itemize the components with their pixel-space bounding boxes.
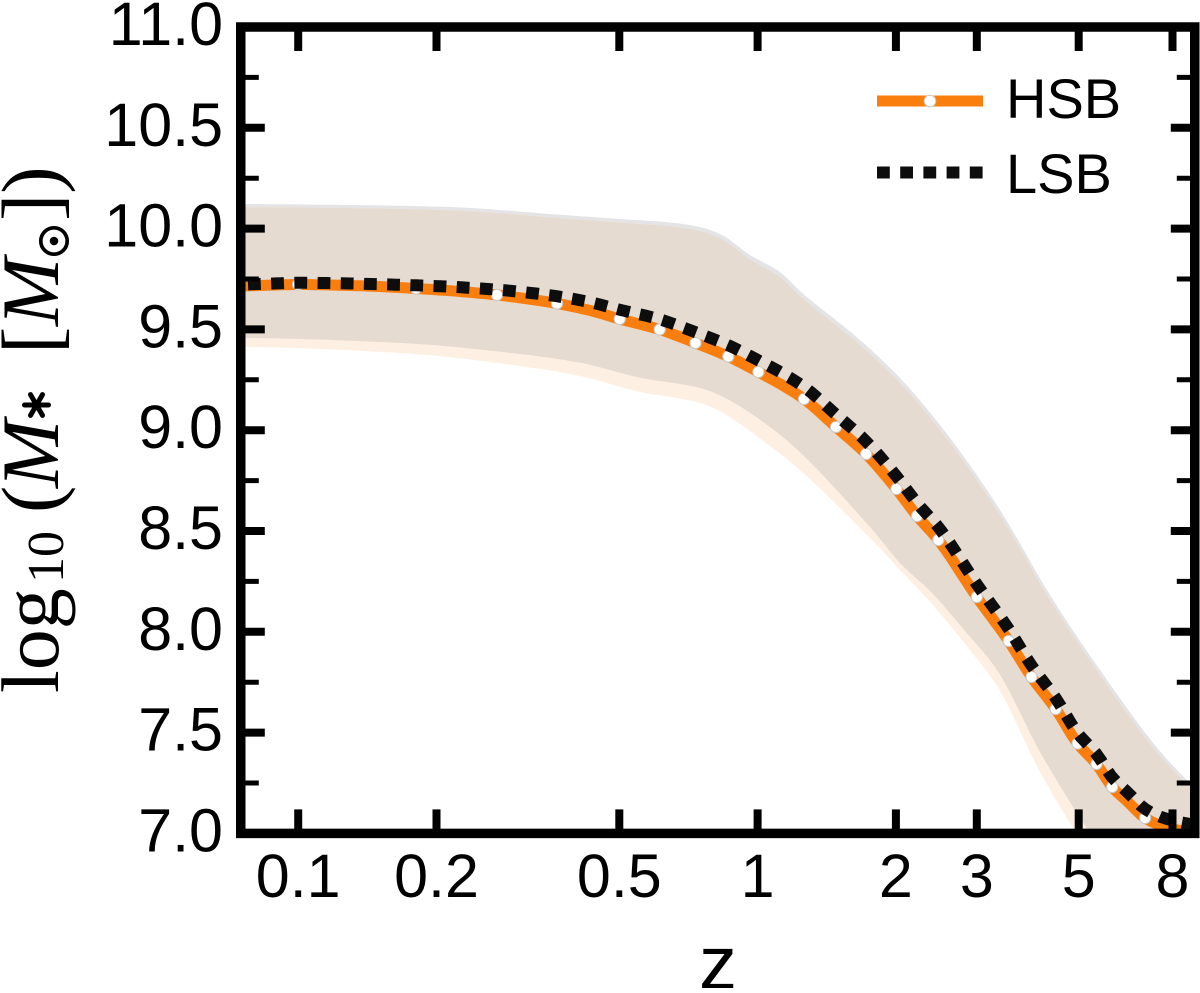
svg-text:7.5: 7.5 [138, 696, 223, 764]
svg-text:3: 3 [960, 842, 994, 910]
svg-text:8.5: 8.5 [138, 494, 223, 562]
svg-text:8: 8 [1156, 842, 1190, 910]
svg-text:M: M [0, 253, 76, 327]
svg-text:8.0: 8.0 [138, 595, 223, 663]
svg-text:HSB: HSB [1006, 67, 1121, 130]
svg-text:5: 5 [1062, 842, 1096, 910]
svg-text:10: 10 [18, 531, 75, 583]
svg-text:9.5: 9.5 [138, 292, 223, 360]
svg-text:log: log [0, 588, 76, 693]
svg-text:10.5: 10.5 [104, 91, 223, 159]
svg-text:7.0: 7.0 [138, 796, 223, 864]
svg-text:M: M [0, 415, 76, 489]
svg-text:11.0: 11.0 [109, 0, 223, 58]
svg-text:2: 2 [879, 842, 913, 910]
svg-text:9.0: 9.0 [138, 393, 223, 461]
svg-text:z: z [699, 921, 737, 988]
svg-text:(: ( [0, 486, 76, 513]
svg-text:[: [ [0, 327, 76, 354]
svg-text:1: 1 [741, 842, 775, 910]
svg-text:LSB: LSB [1006, 142, 1112, 205]
svg-text:10.0: 10.0 [104, 192, 223, 260]
svg-text:0.1: 0.1 [256, 842, 341, 910]
svg-text:0.2: 0.2 [394, 842, 479, 910]
svg-text:]): ]) [0, 166, 76, 221]
svg-text:0.5: 0.5 [577, 842, 662, 910]
